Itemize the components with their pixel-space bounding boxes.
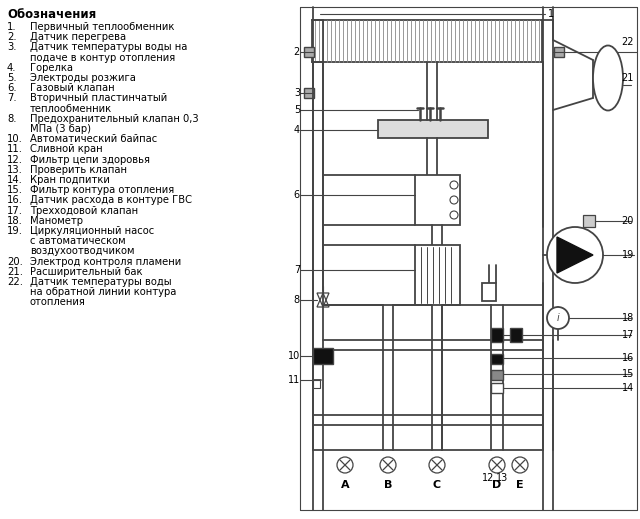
Text: 1: 1: [548, 9, 554, 19]
Polygon shape: [557, 237, 593, 273]
Text: 8: 8: [294, 295, 300, 305]
Text: 20: 20: [621, 216, 634, 226]
Bar: [304, 47, 314, 57]
Text: 6.: 6.: [7, 83, 17, 93]
Bar: [378, 120, 488, 138]
Text: Газовый клапан: Газовый клапан: [30, 83, 115, 93]
Text: 7.: 7.: [7, 93, 17, 103]
Text: 8.: 8.: [7, 114, 17, 124]
Bar: [491, 354, 503, 364]
Text: Датчик температуры воды: Датчик температуры воды: [30, 277, 172, 287]
Text: 2.: 2.: [7, 32, 17, 42]
Bar: [482, 283, 496, 301]
Text: 19: 19: [621, 250, 634, 260]
Text: Датчик перегрева: Датчик перегрева: [30, 32, 126, 42]
Text: Горелка: Горелка: [30, 63, 73, 73]
Bar: [491, 328, 503, 342]
Text: 13.: 13.: [7, 165, 23, 175]
Bar: [415, 245, 460, 305]
Text: 12: 12: [482, 473, 494, 483]
Bar: [491, 383, 503, 393]
Ellipse shape: [593, 46, 623, 111]
Text: Циркуляционный насос: Циркуляционный насос: [30, 226, 154, 236]
Text: 20.: 20.: [7, 256, 23, 267]
Bar: [312, 20, 542, 62]
Text: 22.: 22.: [7, 277, 23, 287]
Text: Электрод контроля пламени: Электрод контроля пламени: [30, 256, 181, 267]
Text: Трехходовой клапан: Трехходовой клапан: [30, 206, 138, 215]
Text: Фильтр контура отопления: Фильтр контура отопления: [30, 185, 174, 195]
Text: 2: 2: [294, 47, 300, 57]
Text: МПа (3 бар): МПа (3 бар): [30, 124, 91, 134]
Circle shape: [547, 307, 569, 329]
Text: 18: 18: [621, 313, 634, 323]
Bar: [491, 370, 503, 380]
Text: 21: 21: [621, 73, 634, 83]
Text: 7: 7: [294, 265, 300, 275]
Text: Сливной кран: Сливной кран: [30, 144, 102, 154]
Text: 10.: 10.: [7, 134, 23, 144]
Text: отопления: отопления: [30, 297, 86, 307]
Text: 14.: 14.: [7, 175, 23, 185]
Text: Проверить клапан: Проверить клапан: [30, 165, 127, 175]
Text: 21.: 21.: [7, 267, 23, 277]
Bar: [313, 348, 333, 364]
Text: B: B: [384, 480, 392, 490]
Text: 4.: 4.: [7, 63, 17, 73]
Text: 16: 16: [621, 353, 634, 363]
Text: 5: 5: [294, 105, 300, 115]
Text: Датчик температуры воды на: Датчик температуры воды на: [30, 43, 188, 52]
Bar: [583, 215, 595, 227]
Text: 17.: 17.: [7, 206, 23, 215]
Text: Предохранительный клапан 0,3: Предохранительный клапан 0,3: [30, 114, 198, 124]
Text: воздухоотводчиком: воздухоотводчиком: [30, 247, 134, 256]
Text: 22: 22: [621, 37, 634, 47]
Text: 5.: 5.: [7, 73, 17, 83]
Text: 18.: 18.: [7, 216, 23, 226]
Circle shape: [547, 227, 603, 283]
Text: Датчик расхода в контуре ГВС: Датчик расхода в контуре ГВС: [30, 195, 192, 206]
Text: E: E: [516, 480, 524, 490]
Text: Первичный теплообменник: Первичный теплообменник: [30, 22, 174, 32]
Text: подаче в контур отопления: подаче в контур отопления: [30, 52, 175, 63]
Text: 13: 13: [496, 473, 508, 483]
Text: 10: 10: [288, 351, 300, 361]
Text: 15: 15: [621, 369, 634, 379]
Text: 12.: 12.: [7, 155, 23, 165]
Text: Кран подпитки: Кран подпитки: [30, 175, 110, 185]
Text: 1.: 1.: [7, 22, 17, 32]
Text: Манометр: Манометр: [30, 216, 83, 226]
Text: 15.: 15.: [7, 185, 23, 195]
Text: с автоматическом: с автоматическом: [30, 236, 125, 246]
Bar: [554, 47, 564, 57]
Text: теплообменник: теплообменник: [30, 104, 112, 114]
Text: 17: 17: [621, 330, 634, 340]
Bar: [304, 88, 314, 98]
Bar: [415, 175, 460, 225]
Text: Автоматический байпас: Автоматический байпас: [30, 134, 157, 144]
Text: 4: 4: [294, 125, 300, 135]
Text: 19.: 19.: [7, 226, 23, 236]
Text: 6: 6: [294, 190, 300, 200]
Text: 16.: 16.: [7, 195, 23, 206]
Text: на обратной линии контура: на обратной линии контура: [30, 287, 177, 297]
Text: D: D: [492, 480, 502, 490]
Text: 11: 11: [288, 375, 300, 385]
Text: A: A: [340, 480, 349, 490]
Text: 11.: 11.: [7, 144, 23, 154]
Text: Электроды розжига: Электроды розжига: [30, 73, 136, 83]
Text: 3.: 3.: [7, 43, 17, 52]
Text: Вторичный пластинчатый: Вторичный пластинчатый: [30, 93, 167, 103]
Text: Обозначения: Обозначения: [7, 8, 96, 21]
Text: Расширительный бак: Расширительный бак: [30, 267, 143, 277]
Bar: [510, 328, 522, 342]
Text: C: C: [433, 480, 441, 490]
Text: Фильтр цепи здоровья: Фильтр цепи здоровья: [30, 155, 150, 165]
Text: 3: 3: [294, 88, 300, 98]
Text: 14: 14: [621, 383, 634, 393]
Bar: [313, 380, 320, 388]
Text: i: i: [557, 313, 559, 323]
